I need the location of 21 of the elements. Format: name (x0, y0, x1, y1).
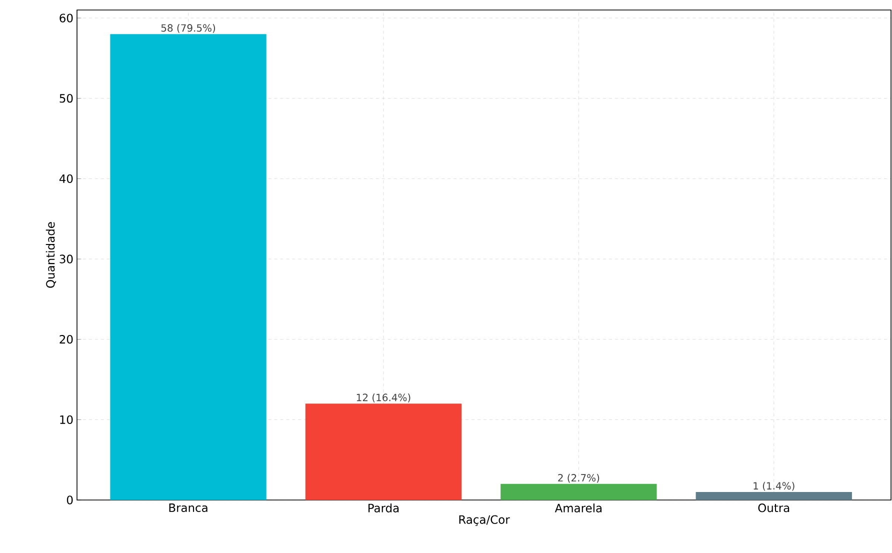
x-tick-label: Parda (368, 504, 399, 512)
y-tick-label: 20 (60, 335, 73, 344)
bar (500, 484, 657, 500)
y-tick-label: 0 (66, 496, 73, 504)
bar (110, 34, 266, 500)
bar (696, 492, 852, 500)
data-label: 58 (79.5%) (161, 24, 216, 33)
y-tick-label: 60 (60, 14, 73, 22)
y-tick-label: 10 (60, 415, 73, 424)
x-tick-label: Branca (169, 504, 208, 512)
x-axis-title: Raça/Cor (459, 515, 510, 526)
y-axis-title: Quantidade (46, 222, 56, 288)
x-tick-label: Outra (758, 504, 790, 512)
y-tick-label: 40 (59, 174, 73, 184)
data-label: 12 (16.4%) (356, 394, 410, 402)
y-tick-label: 30 (60, 254, 73, 264)
bar (305, 404, 462, 500)
data-label: 2 (2.7%) (558, 474, 600, 483)
data-label: 1 (1.4%) (754, 482, 794, 491)
x-tick-label: Amarela (554, 504, 602, 512)
y-tick-label: 50 (60, 94, 73, 103)
